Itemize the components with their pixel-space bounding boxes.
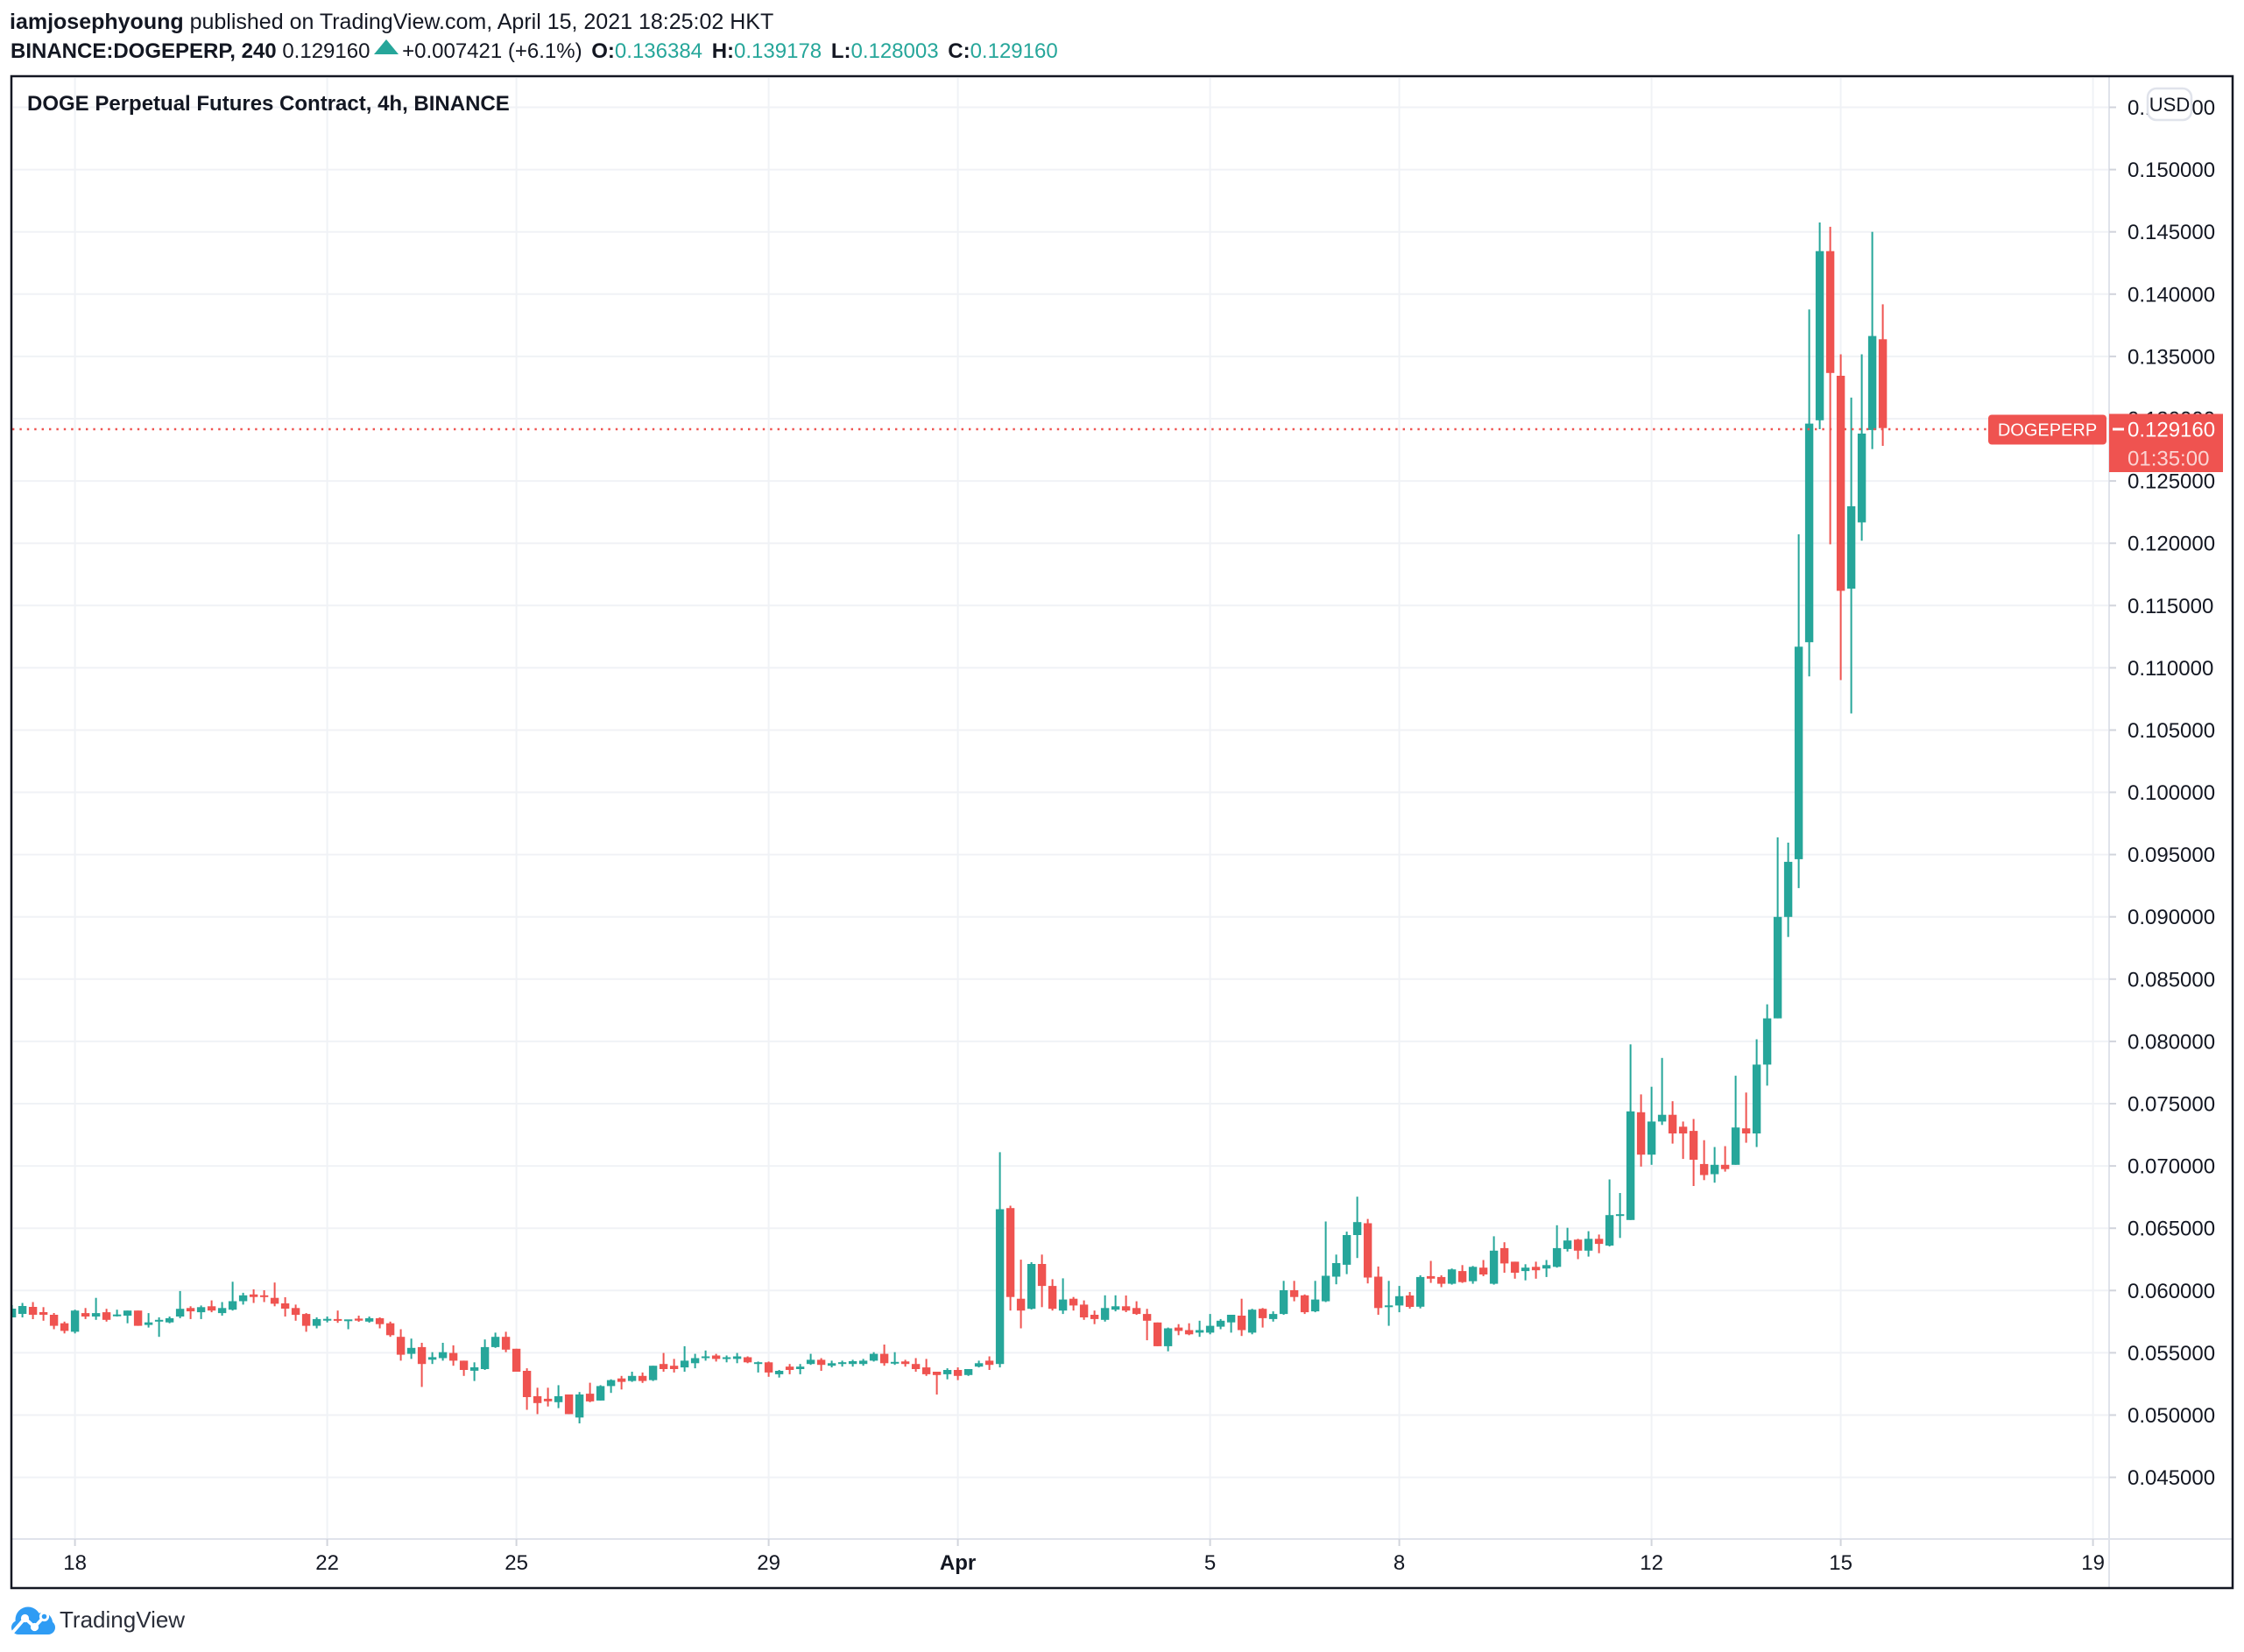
svg-text:0.129160: 0.129160 xyxy=(2128,419,2215,442)
svg-text:USD: USD xyxy=(2149,94,2190,116)
svg-text:0.095000: 0.095000 xyxy=(2128,844,2215,867)
svg-text:25: 25 xyxy=(505,1551,528,1575)
svg-text:01:35:00: 01:35:00 xyxy=(2128,448,2209,471)
svg-text:0.080000: 0.080000 xyxy=(2128,1030,2215,1054)
svg-text:0.135000: 0.135000 xyxy=(2128,345,2215,369)
svg-text:12: 12 xyxy=(1640,1551,1663,1575)
svg-text:22: 22 xyxy=(315,1551,339,1575)
svg-text:15: 15 xyxy=(1829,1551,1852,1575)
svg-text:0.115000: 0.115000 xyxy=(2128,595,2213,618)
svg-text:0.055000: 0.055000 xyxy=(2128,1342,2215,1366)
svg-text:29: 29 xyxy=(757,1551,780,1575)
svg-text:18: 18 xyxy=(63,1551,87,1575)
svg-text:19: 19 xyxy=(2081,1551,2105,1575)
svg-text:0.125000: 0.125000 xyxy=(2128,470,2215,494)
svg-text:0.100000: 0.100000 xyxy=(2128,781,2215,805)
svg-text:0.045000: 0.045000 xyxy=(2128,1466,2215,1490)
svg-text:0.050000: 0.050000 xyxy=(2128,1404,2215,1428)
svg-text:iamjosephyoung published on Tr: iamjosephyoung published on TradingView.… xyxy=(10,10,773,34)
svg-text:BINANCE:DOGEPERP, 240 0.129160: BINANCE:DOGEPERP, 240 0.129160 +0.007421… xyxy=(11,39,1058,63)
svg-text:0.085000: 0.085000 xyxy=(2128,968,2215,992)
svg-text:0.145000: 0.145000 xyxy=(2128,221,2215,244)
svg-text:0.140000: 0.140000 xyxy=(2128,283,2215,307)
svg-text:0.150000: 0.150000 xyxy=(2128,159,2215,182)
svg-text:0.110000: 0.110000 xyxy=(2128,657,2213,681)
svg-text:DOGEPERP: DOGEPERP xyxy=(1998,421,2097,441)
svg-text:0.060000: 0.060000 xyxy=(2128,1280,2215,1303)
svg-text:0.105000: 0.105000 xyxy=(2128,719,2215,743)
svg-text:0.090000: 0.090000 xyxy=(2128,906,2215,929)
svg-text:0.120000: 0.120000 xyxy=(2128,533,2215,556)
svg-text:TradingView: TradingView xyxy=(60,1606,185,1633)
svg-text:0.065000: 0.065000 xyxy=(2128,1218,2215,1241)
svg-text:5: 5 xyxy=(1204,1551,1216,1575)
svg-text:DOGE Perpetual Futures Contrac: DOGE Perpetual Futures Contract, 4h, BIN… xyxy=(27,92,510,116)
svg-text:0.075000: 0.075000 xyxy=(2128,1093,2215,1117)
svg-text:Apr: Apr xyxy=(940,1551,976,1575)
svg-text:0.070000: 0.070000 xyxy=(2128,1155,2215,1179)
svg-text:8: 8 xyxy=(1394,1551,1405,1575)
